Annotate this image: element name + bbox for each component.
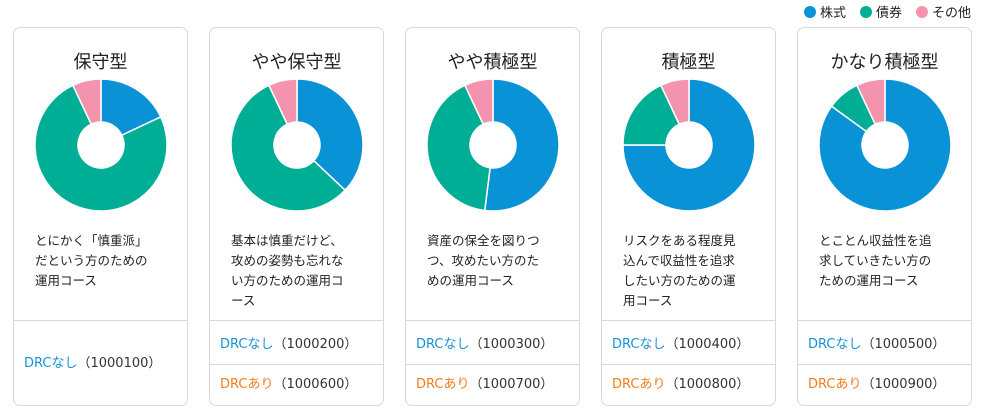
pie-slice-other xyxy=(267,78,298,126)
description-line: 求していきたい方の xyxy=(819,253,932,268)
legend-item-stock: 株式 xyxy=(803,2,846,21)
description-line: 資産の保全を図りつ xyxy=(427,233,540,248)
course-card: 積極型 リスクをある程度見 込んで収益性を追求 したい方のための運 用コース DRCなし（… xyxy=(601,27,776,406)
card-title: かなり積極型 xyxy=(830,52,939,73)
drc-none-link[interactable]: DRCなし（1000300） xyxy=(416,333,553,352)
description-line: 込んで収益性を追求 xyxy=(623,253,735,268)
divider xyxy=(210,320,383,321)
pie-slice-stock xyxy=(483,78,560,212)
card-description: 資産の保全を図りつ つ、攻めたい方のた めの運用コース xyxy=(427,231,567,291)
course-code: （1000100） xyxy=(77,356,162,371)
drc-none-link[interactable]: DRCなし（1000200） xyxy=(220,333,357,352)
chart-legend: 株式 債券 その他 xyxy=(803,2,971,21)
drc-none-link[interactable]: DRCなし（1000400） xyxy=(612,333,749,352)
link-label: DRCあり xyxy=(612,377,666,392)
pie-slice-stock xyxy=(622,78,756,212)
donut-chart xyxy=(818,78,952,212)
description-line: 用コース xyxy=(623,293,673,308)
donut-chart xyxy=(622,78,756,212)
link-label: DRCあり xyxy=(220,377,274,392)
link-label: DRCなし xyxy=(612,337,666,352)
pie-slice-other xyxy=(463,78,494,126)
legend-dot-icon xyxy=(859,5,872,18)
link-label: DRCなし xyxy=(24,356,78,371)
legend-dot-icon xyxy=(915,5,928,18)
legend-item-other: その他 xyxy=(915,2,971,21)
donut-chart xyxy=(426,78,560,212)
course-code: （1000500） xyxy=(861,337,946,352)
pie-slice-other xyxy=(855,78,886,126)
drc-yes-link[interactable]: DRCあり（1000900） xyxy=(808,373,945,392)
card-description: とことん収益性を追 求していきたい方の ための運用コース xyxy=(819,231,959,291)
description-line: リスクをある程度見 xyxy=(623,233,736,248)
link-label: DRCあり xyxy=(808,377,862,392)
course-code: （1000600） xyxy=(273,377,358,392)
description-line: ース xyxy=(231,293,256,308)
description-line: 基本は慎重だけど、 xyxy=(231,233,343,248)
course-code: （1000700） xyxy=(469,377,554,392)
description-line: 攻めの姿勢も忘れな xyxy=(231,253,344,268)
drc-none-link[interactable]: DRCなし（1000500） xyxy=(808,333,945,352)
link-label: DRCあり xyxy=(416,377,470,392)
card-title: やや保守型 xyxy=(251,52,342,73)
legend-label: 債券 xyxy=(875,6,902,21)
divider xyxy=(210,364,383,365)
divider xyxy=(406,364,579,365)
pie-slice-bond xyxy=(426,84,491,212)
description-line: とことん収益性を追 xyxy=(819,233,932,248)
card-description: とにかく「慎重派」 だという方のための 運用コース xyxy=(35,231,175,291)
legend-item-bond: 債券 xyxy=(859,2,902,21)
description-line: だという方のための xyxy=(35,253,148,268)
divider xyxy=(798,364,971,365)
description-line: 運用コース xyxy=(35,273,97,288)
card-title: 保守型 xyxy=(73,52,128,73)
pie-slice-stock xyxy=(296,78,364,192)
description-line: とにかく「慎重派」 xyxy=(35,233,148,248)
drc-yes-link[interactable]: DRCあり（1000800） xyxy=(612,373,749,392)
pie-slice-bond xyxy=(34,84,168,212)
course-card: やや保守型 基本は慎重だけど、 攻めの姿勢も忘れな い方のための運用コ ース DRCなし（… xyxy=(209,27,384,406)
description-line: したい方のための運 xyxy=(623,273,736,288)
course-code: （1000800） xyxy=(665,377,750,392)
pie-slice-other xyxy=(71,78,102,126)
link-label: DRCなし xyxy=(416,337,470,352)
divider xyxy=(602,320,775,321)
divider xyxy=(406,320,579,321)
drc-none-link[interactable]: DRCなし（1000100） xyxy=(24,352,161,371)
card-description: リスクをある程度見 込んで収益性を追求 したい方のための運 用コース xyxy=(623,231,763,311)
pie-slice-other xyxy=(659,78,690,126)
drc-yes-link[interactable]: DRCあり（1000700） xyxy=(416,373,553,392)
legend-label: 株式 xyxy=(819,6,846,21)
course-card: やや積極型 資産の保全を図りつ つ、攻めたい方のた めの運用コース DRCなし（1000… xyxy=(405,27,580,406)
pie-slice-stock xyxy=(818,78,952,212)
donut-chart xyxy=(34,78,168,212)
divider xyxy=(14,320,187,321)
course-code: （1000200） xyxy=(273,337,358,352)
link-label: DRCなし xyxy=(220,337,274,352)
card-description: 基本は慎重だけど、 攻めの姿勢も忘れな い方のための運用コ ース xyxy=(231,231,371,311)
description-line: つ、攻めたい方のた xyxy=(427,253,540,268)
course-code: （1000400） xyxy=(665,337,750,352)
link-label: DRCなし xyxy=(808,337,862,352)
drc-yes-link[interactable]: DRCあり（1000600） xyxy=(220,373,357,392)
divider xyxy=(602,364,775,365)
description-line: ための運用コース xyxy=(819,273,919,288)
description-line: めの運用コース xyxy=(427,273,514,288)
course-card: かなり積極型 とことん収益性を追 求していきたい方の ための運用コース DRCなし（10… xyxy=(797,27,972,406)
course-card: 保守型とにかく「慎重派」 だという方のための 運用コース DRCなし（1000100） xyxy=(13,27,188,406)
pie-slice-stock xyxy=(100,78,162,137)
legend-dot-icon xyxy=(803,5,816,18)
card-title: やや積極型 xyxy=(447,52,538,73)
pie-slice-bond xyxy=(622,84,681,146)
pie-slice-bond xyxy=(230,84,347,212)
card-title: 積極型 xyxy=(661,52,716,73)
course-code: （1000300） xyxy=(469,337,554,352)
donut-chart xyxy=(230,78,364,212)
legend-label: その他 xyxy=(931,6,971,21)
divider xyxy=(798,320,971,321)
description-line: い方のための運用コ xyxy=(231,273,344,288)
course-code: （1000900） xyxy=(861,377,946,392)
